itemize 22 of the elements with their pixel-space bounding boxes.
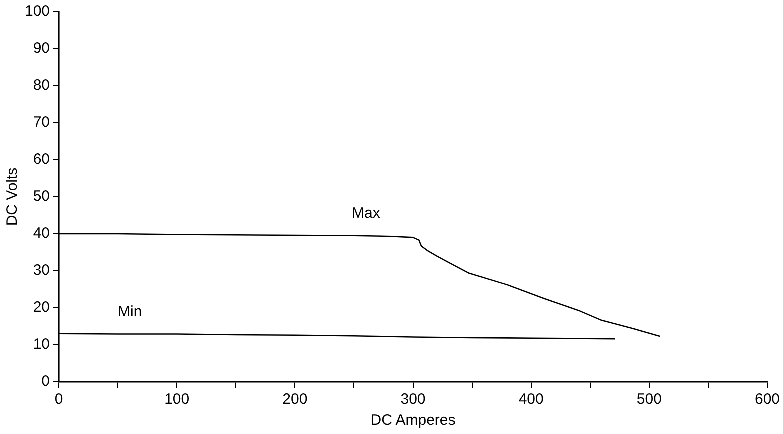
y-tick-label: 100 (24, 3, 50, 20)
y-tick-label: 40 (33, 225, 50, 242)
x-tick-label: 300 (400, 391, 426, 408)
y-tick-label: 60 (33, 151, 50, 168)
y-tick-label: 90 (33, 40, 50, 58)
y-tick-label: 30 (33, 262, 50, 280)
x-tick-label: 200 (282, 391, 308, 408)
x-tick-label: 600 (754, 391, 780, 408)
x-tick-label: 400 (518, 391, 544, 408)
y-tick-label: 0 (42, 373, 50, 390)
annotation: Max (352, 204, 381, 222)
x-tick-label: 500 (636, 391, 662, 408)
y-tick-label: 50 (33, 188, 50, 206)
annotation: Min (118, 303, 142, 320)
y-tick-label: 10 (33, 336, 50, 354)
y-tick-label: 80 (33, 77, 50, 94)
y-axis-title: DC Volts (4, 168, 22, 226)
y-tick-label: 20 (33, 299, 50, 316)
x-tick-label: 100 (164, 391, 190, 408)
x-tick-label: 0 (54, 391, 64, 408)
x-axis-title: DC Amperes (370, 412, 456, 430)
y-tick-label: 70 (33, 114, 50, 132)
